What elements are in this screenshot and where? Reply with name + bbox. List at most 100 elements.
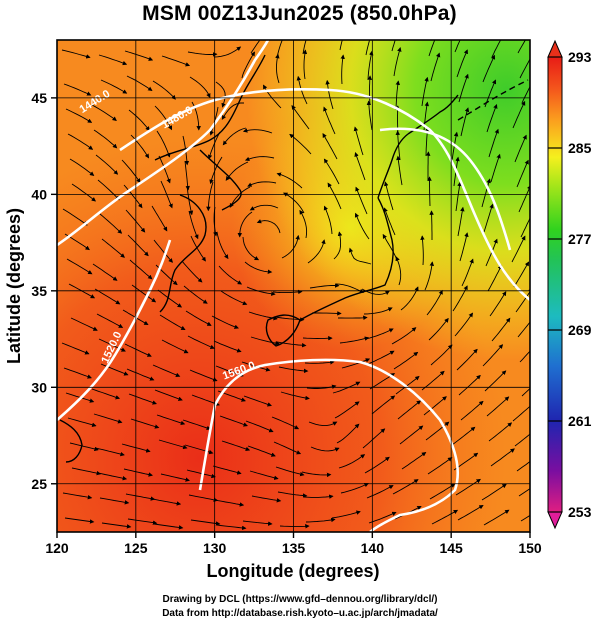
streamline xyxy=(219,415,248,427)
streamline xyxy=(521,85,530,104)
grid-lines xyxy=(57,40,530,532)
streamline xyxy=(184,444,214,455)
streamline xyxy=(123,184,143,209)
taiwan-coastline xyxy=(59,419,83,463)
coastlines xyxy=(59,54,529,463)
streamline xyxy=(511,235,526,263)
streamline xyxy=(429,210,434,240)
x-tick-label: 150 xyxy=(518,540,542,556)
streamline xyxy=(271,416,300,430)
streamline xyxy=(152,80,176,100)
colorbar-tick-label: 285 xyxy=(568,140,592,156)
streamline xyxy=(66,258,93,275)
streamline xyxy=(518,488,530,497)
streamline xyxy=(482,344,504,367)
contour-1440 xyxy=(57,40,270,247)
streamline xyxy=(455,478,481,496)
colorbar-tick-label: 269 xyxy=(568,322,592,338)
streamline xyxy=(296,75,308,105)
streamline xyxy=(301,471,332,478)
streamline xyxy=(186,469,216,479)
streamline xyxy=(218,265,243,285)
streamline xyxy=(126,75,153,92)
streamline xyxy=(159,314,186,331)
streamline xyxy=(423,396,447,416)
streamline xyxy=(283,192,305,214)
y-tick-label: 40 xyxy=(31,186,47,202)
streamline xyxy=(399,425,424,445)
streamline xyxy=(69,158,95,176)
streamline xyxy=(244,261,273,275)
streamline xyxy=(160,473,190,482)
streamline xyxy=(451,131,459,162)
streamline xyxy=(99,497,130,505)
streamline xyxy=(367,50,374,81)
streamline xyxy=(70,317,98,331)
streamline xyxy=(302,335,333,341)
streamline xyxy=(420,235,425,266)
streamline xyxy=(383,207,396,236)
streamline xyxy=(391,327,417,345)
streamline xyxy=(304,360,335,365)
streamline xyxy=(368,511,397,524)
streamline xyxy=(490,448,515,467)
streamline xyxy=(338,315,368,321)
streamline xyxy=(280,391,310,401)
streamline xyxy=(153,239,173,263)
height-contours xyxy=(57,40,530,532)
streamline xyxy=(481,178,491,208)
streamline xyxy=(256,219,281,234)
streamline xyxy=(158,439,188,450)
streamline xyxy=(391,40,396,52)
streamline xyxy=(323,205,333,235)
streamline xyxy=(490,153,501,183)
streamline xyxy=(482,54,496,83)
streamline xyxy=(322,133,338,160)
streamline xyxy=(426,289,443,316)
streamline xyxy=(158,155,171,184)
streamline xyxy=(514,433,530,447)
streamline xyxy=(276,40,283,59)
streamline xyxy=(384,181,394,211)
streamline xyxy=(250,40,261,54)
streamline xyxy=(341,358,371,369)
streamline xyxy=(183,285,208,304)
streamline xyxy=(401,451,427,470)
streamline xyxy=(519,51,530,79)
streamline xyxy=(185,310,212,326)
streamline xyxy=(516,159,529,188)
streamline xyxy=(241,51,255,79)
streamline xyxy=(456,49,468,78)
streamline xyxy=(305,517,336,523)
streamline xyxy=(393,47,402,77)
contour-1520 xyxy=(57,239,172,421)
streamline xyxy=(63,367,92,379)
streamline xyxy=(333,231,343,260)
china-coastline xyxy=(154,54,266,161)
map-title: MSM 00Z13Jun2025 (850.0hPa) xyxy=(142,2,457,25)
streamline xyxy=(249,470,279,480)
streamline xyxy=(69,442,99,452)
streamline xyxy=(96,313,124,328)
streamline xyxy=(156,414,186,426)
streamline xyxy=(396,155,403,186)
streamline xyxy=(308,421,338,427)
streamline xyxy=(272,289,303,295)
streamline xyxy=(395,80,401,111)
north-korea-coastline xyxy=(199,149,242,211)
colorbar-tick-label: 261 xyxy=(568,413,592,429)
streamline xyxy=(154,105,173,131)
streamline xyxy=(187,51,218,57)
streamline xyxy=(460,400,484,421)
streamline xyxy=(365,40,371,56)
streamline xyxy=(340,482,369,494)
streamline xyxy=(520,514,530,522)
streamline xyxy=(212,465,242,475)
streamline xyxy=(189,369,218,382)
streamline xyxy=(458,73,469,103)
streamline xyxy=(392,479,419,495)
y-tick-label: 45 xyxy=(31,90,47,106)
streamline xyxy=(95,447,125,457)
streamline xyxy=(97,472,128,481)
streamline xyxy=(382,233,398,261)
